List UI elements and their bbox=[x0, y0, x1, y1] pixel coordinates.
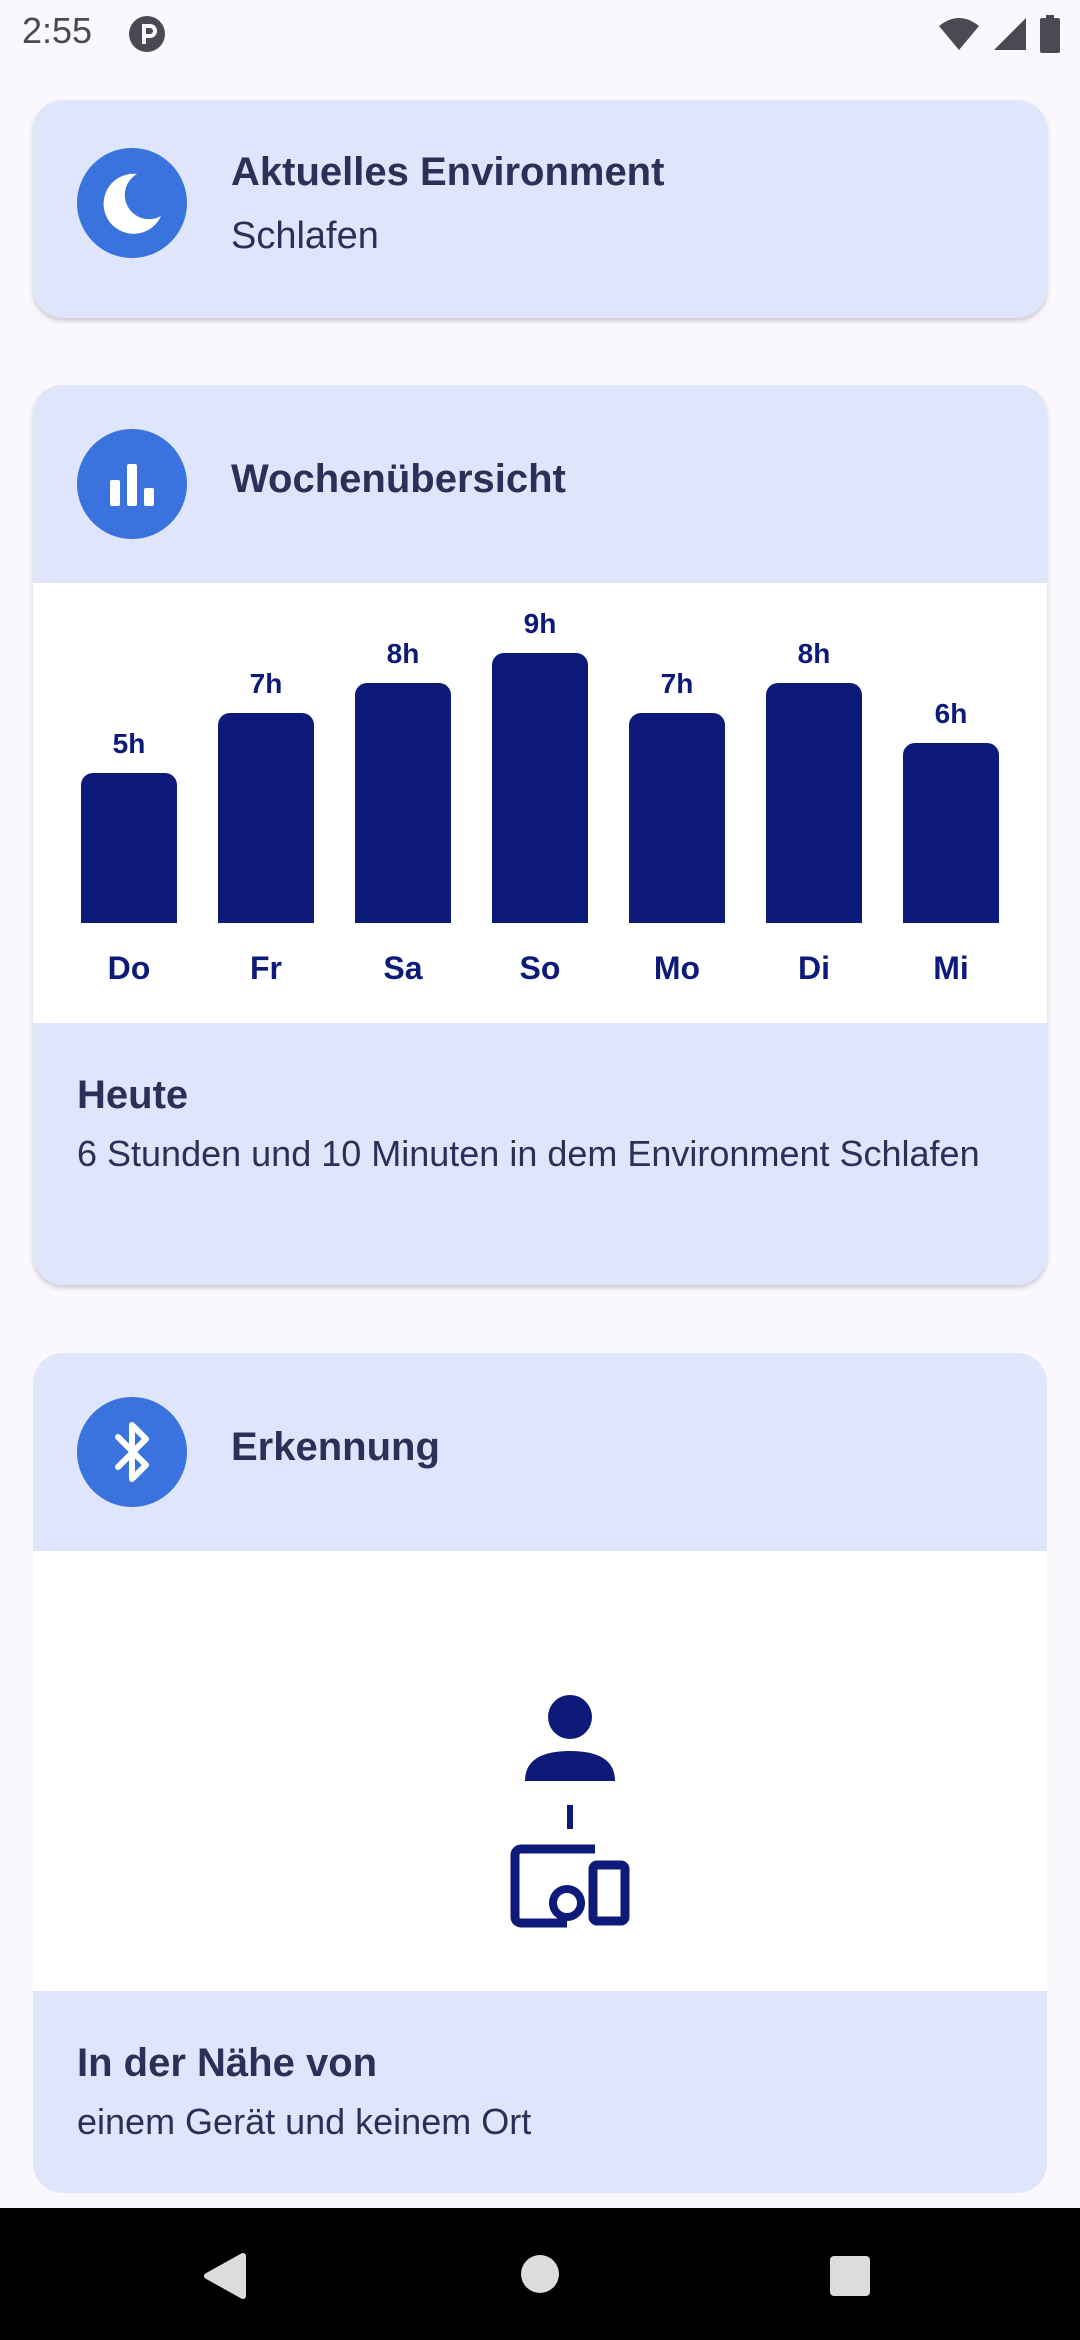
environment-card[interactable]: Aktuelles Environment Schlafen bbox=[33, 100, 1047, 318]
bar-base-mask bbox=[80, 923, 178, 937]
day-label: Mi bbox=[933, 950, 969, 986]
week-chart-area: 5h Do 7h Fr 8h Sa 9h So 7h Mo 8h Di 6h Mi bbox=[33, 583, 1047, 1023]
app-notification-icon bbox=[129, 16, 165, 52]
nearby-title: In der Nähe von bbox=[77, 2041, 378, 2085]
signal-icon bbox=[994, 18, 1026, 50]
bar-base-mask bbox=[354, 923, 452, 937]
bar-value-label: 8h bbox=[798, 638, 831, 669]
day-label: Fr bbox=[250, 950, 282, 986]
moon-icon bbox=[103, 173, 161, 234]
bar-base-mask bbox=[902, 923, 1000, 937]
back-icon[interactable] bbox=[203, 2252, 247, 2300]
bar-value-label: 7h bbox=[661, 668, 694, 699]
bar-value-label: 6h bbox=[935, 698, 968, 729]
bar-Do bbox=[81, 773, 177, 935]
status-time: 2:55 bbox=[22, 10, 93, 51]
bluetooth-icon bbox=[115, 1422, 149, 1482]
day-label: Di bbox=[798, 950, 830, 986]
bar-base-mask bbox=[491, 923, 589, 937]
bar-value-label: 9h bbox=[524, 608, 557, 639]
bar-value-label: 5h bbox=[113, 728, 146, 759]
week-title: Wochenübersicht bbox=[231, 457, 566, 501]
battery-icon bbox=[1040, 15, 1060, 53]
today-section: Heute 6 Stunden und 10 Minuten in dem En… bbox=[33, 1023, 1047, 1182]
week-card-header: Wochenübersicht bbox=[33, 385, 1047, 583]
today-text: 6 Stunden und 10 Minuten in dem Environm… bbox=[77, 1133, 980, 1174]
bar-Mo bbox=[629, 713, 725, 935]
bar-base-mask bbox=[217, 923, 315, 937]
bar-base-mask bbox=[628, 923, 726, 937]
week-icon-circle bbox=[77, 429, 187, 539]
bar-Di bbox=[766, 683, 862, 935]
nearby-section: In der Nähe von einem Gerät und keinem O… bbox=[33, 1991, 1047, 2150]
detection-card[interactable]: Erkennung In der Nähe von einem Gerät un… bbox=[33, 1353, 1047, 2193]
today-title: Heute bbox=[77, 1073, 189, 1117]
wifi-icon bbox=[939, 18, 979, 50]
week-bar-chart: 5h Do 7h Fr 8h Sa 9h So 7h Mo 8h Di 6h Mi bbox=[80, 608, 1000, 986]
recents-icon[interactable] bbox=[829, 2255, 871, 2297]
day-label: Mo bbox=[654, 950, 700, 986]
day-label: So bbox=[520, 950, 561, 986]
nearby-text: einem Gerät und keinem Ort bbox=[77, 2101, 532, 2142]
detection-card-header: Erkennung bbox=[33, 1353, 1047, 1551]
environment-title: Aktuelles Environment bbox=[231, 150, 665, 194]
bar-value-label: 8h bbox=[387, 638, 420, 669]
bar-chart-icon bbox=[110, 464, 154, 506]
home-icon[interactable] bbox=[520, 2254, 560, 2294]
person-device-icon bbox=[510, 1695, 630, 1928]
detection-visual-area bbox=[33, 1551, 1047, 1991]
environment-icon-circle bbox=[77, 148, 187, 258]
day-label: Sa bbox=[383, 950, 422, 986]
environment-value: Schlafen bbox=[231, 215, 379, 257]
status-bar: 2:55 bbox=[0, 0, 1080, 66]
bar-value-label: 7h bbox=[250, 668, 283, 699]
week-overview-card[interactable]: Wochenübersicht 5h Do 7h Fr 8h Sa 9h So 7h Mo 8h Di… bbox=[33, 385, 1047, 1285]
day-label: Do bbox=[108, 950, 151, 986]
navigation-bar bbox=[0, 2208, 1080, 2340]
bar-Fr bbox=[218, 713, 314, 935]
detection-icon-circle bbox=[77, 1397, 187, 1507]
bar-base-mask bbox=[765, 923, 863, 937]
detection-title: Erkennung bbox=[231, 1425, 440, 1469]
bar-So bbox=[492, 653, 588, 935]
bar-Mi bbox=[903, 743, 999, 935]
bar-Sa bbox=[355, 683, 451, 935]
